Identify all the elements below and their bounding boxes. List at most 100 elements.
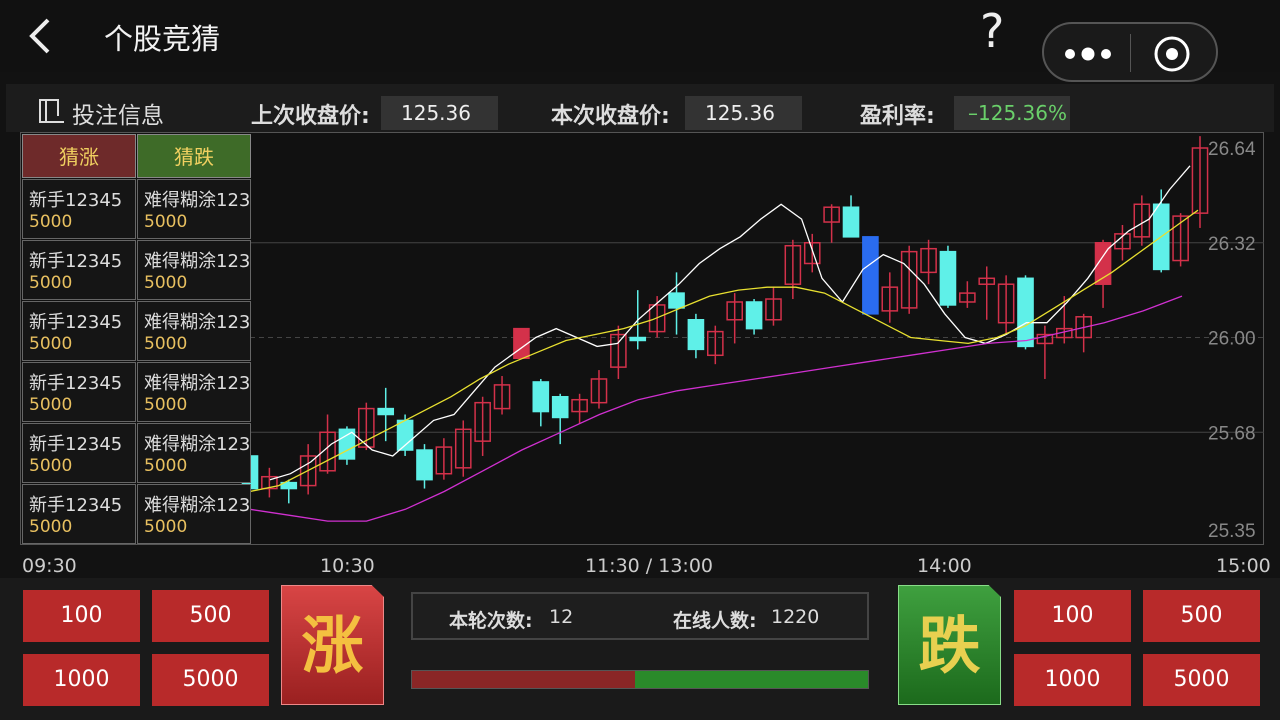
help-icon[interactable]: ? <box>980 4 1005 58</box>
y-tick-label: 25.35 <box>1208 521 1256 542</box>
down-amount-100-button[interactable]: 100 <box>1014 590 1131 642</box>
candle-body <box>261 475 278 490</box>
down-amount-500-button[interactable]: 500 <box>1143 590 1260 642</box>
bettor-cell-up: 新手12345 5000 <box>22 362 136 422</box>
round-count-value: 12 <box>549 606 574 628</box>
bettor-amount: 5000 <box>29 334 73 354</box>
curr-close-label: 本次收盘价: <box>551 104 670 129</box>
candle-body <box>358 407 375 448</box>
bettor-name: 难得糊涂123 <box>144 312 250 333</box>
time-tick-0: 09:30 <box>22 555 77 577</box>
candle-body <box>784 244 802 285</box>
candle-body <box>1114 233 1131 250</box>
round-stats: 本轮次数: 12 在线人数: 1220 <box>411 592 869 640</box>
time-tick-2: 11:30 / 13:00 <box>585 555 713 577</box>
bettor-cell-down: 难得糊涂123 5000 <box>137 240 251 300</box>
y-tick-label: 26.64 <box>1208 139 1256 160</box>
online-count-label: 在线人数: <box>673 610 757 632</box>
down-amount-5000-button[interactable]: 5000 <box>1143 654 1260 706</box>
up-amount-5000-button[interactable]: 5000 <box>152 654 269 706</box>
candle-body <box>532 381 550 413</box>
bettor-cell-up: 新手12345 5000 <box>22 179 136 239</box>
guess-up-button[interactable]: 涨 <box>281 585 384 705</box>
time-tick-4: 15:00 <box>1216 555 1271 577</box>
back-icon[interactable] <box>24 14 58 58</box>
prev-close-label: 上次收盘价: <box>251 104 370 129</box>
bettor-cell-down: 难得糊涂123 5000 <box>137 484 251 544</box>
bettor-amount: 5000 <box>144 334 188 354</box>
candle-body <box>1191 147 1209 214</box>
candle-body <box>280 481 298 490</box>
bettor-cell-down: 难得糊涂123 5000 <box>137 179 251 239</box>
bettor-amount: 5000 <box>29 517 73 537</box>
candle-body <box>687 319 705 351</box>
bettor-amount: 5000 <box>29 456 73 476</box>
profit-label: 盈利率: <box>860 104 935 129</box>
bettor-amount: 5000 <box>144 456 188 476</box>
candle-body <box>571 398 588 413</box>
bettor-cell-down: 难得糊涂123 5000 <box>137 301 251 361</box>
bettor-name: 难得糊涂123 <box>144 251 250 272</box>
down-amount-1000-button[interactable]: 1000 <box>1014 654 1131 706</box>
up-amount-500-button[interactable]: 500 <box>152 590 269 642</box>
candle-body <box>726 301 744 321</box>
bettor-name: 难得糊涂123 <box>144 434 250 455</box>
bettor-amount: 5000 <box>144 395 188 415</box>
online-count-value: 1220 <box>771 606 820 628</box>
bettor-name: 新手12345 <box>29 190 123 211</box>
candle-body <box>319 431 336 472</box>
guess-down-header: 猜跌 <box>137 134 251 178</box>
bettor-amount: 5000 <box>29 212 73 232</box>
candle-body <box>920 247 937 274</box>
y-tick-label: 26.32 <box>1208 234 1256 255</box>
candlestick-chart: 26.64 26.32 26.00 25.68 25.35 <box>241 136 1264 542</box>
candle-body <box>648 304 666 333</box>
candle-body <box>745 301 763 330</box>
candle-body <box>1017 277 1034 348</box>
capsule-divider <box>1130 34 1131 72</box>
time-tick-1: 10:30 <box>320 555 375 577</box>
candle-body <box>939 250 957 306</box>
bet-info-link[interactable]: 投注信息 <box>72 103 164 129</box>
bettor-name: 新手12345 <box>29 251 123 272</box>
candle-body <box>1172 215 1189 262</box>
guess-down-button[interactable]: 跌 <box>898 585 1001 705</box>
bettor-name: 难得糊涂123 <box>144 190 250 211</box>
bettor-name: 新手12345 <box>29 495 123 516</box>
candle-body <box>997 283 1015 324</box>
curr-close-value: 125.36 <box>685 96 802 130</box>
candle-body <box>900 250 918 309</box>
time-tick-3: 14:00 <box>917 555 972 577</box>
candle-body <box>842 206 860 238</box>
document-icon <box>39 99 64 123</box>
guess-up-header: 猜涨 <box>22 134 136 178</box>
candle-body <box>1094 242 1112 285</box>
candle-body <box>803 242 821 265</box>
candle-body <box>338 428 356 460</box>
candle-body <box>706 330 724 357</box>
candle-body <box>416 449 433 481</box>
candle-body <box>862 236 879 315</box>
close-target-icon[interactable] <box>1152 34 1192 74</box>
bettor-name: 新手12345 <box>29 312 123 333</box>
up-amount-100-button[interactable]: 100 <box>23 590 140 642</box>
candle-body <box>629 336 647 342</box>
candle-body <box>881 286 899 312</box>
candle-body <box>823 206 840 223</box>
prev-close-value: 125.36 <box>381 96 498 130</box>
ma-short-line <box>269 165 1191 481</box>
candle-body <box>1075 316 1092 339</box>
mini-program-capsule <box>1042 22 1218 82</box>
ma-long-line <box>249 295 1183 522</box>
bettor-cell-down: 难得糊涂123 5000 <box>137 362 251 422</box>
page-title: 个股竞猜 <box>104 22 221 56</box>
bettor-amount: 5000 <box>144 517 188 537</box>
more-icon[interactable] <box>1062 40 1118 68</box>
round-count-label: 本轮次数: <box>449 610 533 632</box>
up-ratio-fill <box>412 671 636 688</box>
candle-body <box>435 446 453 475</box>
candle-body <box>454 428 472 469</box>
bettor-name: 难得糊涂123 <box>144 373 250 394</box>
up-amount-1000-button[interactable]: 1000 <box>23 654 140 706</box>
y-tick-label: 26.00 <box>1208 329 1256 350</box>
